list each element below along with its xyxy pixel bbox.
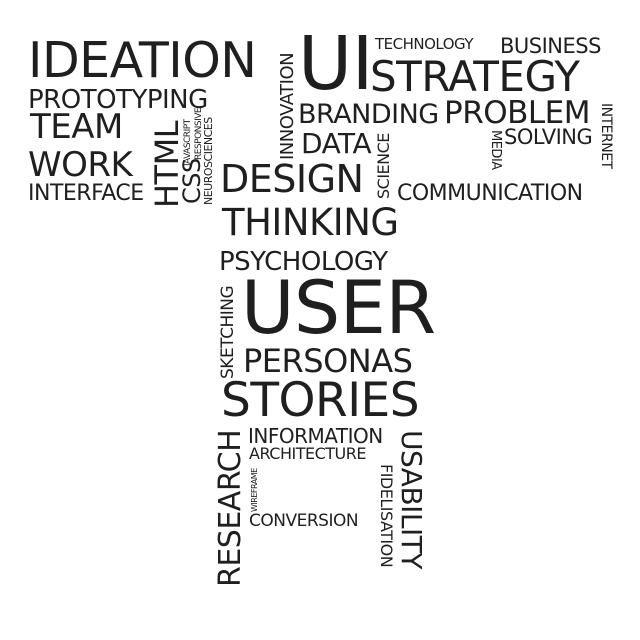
word-design: DESIGN [220,157,364,201]
word-internet: INTERNET [598,103,614,169]
word-usability: USABILITY [395,430,428,569]
word-research: RESEARCH [213,429,248,587]
word-css: CSS [178,158,206,204]
word-fidelisation: FIDELISATION [377,464,396,568]
word-architecture: ARCHITECTURE [249,444,366,463]
word-ui: UI [298,21,374,107]
word-science: SCIENCE [374,133,393,199]
word-branding: BRANDING [298,99,439,130]
word-data: DATA [301,127,372,160]
word-ideation: IDEATION [28,32,257,89]
word-prototyping: PROTOTYPING [28,85,208,115]
word-stories: STORIES [221,373,420,428]
word-conversion: CONVERSION [249,511,359,531]
word-technology: TECHNOLOGY [375,35,474,53]
word-innovation: INNOVATION [277,52,298,160]
word-interface: INTERFACE [28,181,144,206]
word-wireframe: WIREFRAME [250,468,259,512]
word-sketching: SKETCHING [218,285,238,379]
word-neurosciences: NEUROSCIENCES [202,117,215,205]
word-thinking: THINKING [222,201,399,244]
word-strategy: STRATEGY [370,52,580,101]
word-team: TEAM [30,107,123,147]
word-user: USER [241,266,436,351]
word-communication: COMMUNICATION [397,181,583,206]
word-problem: PROBLEM [444,95,591,131]
word-business: BUSINESS [500,34,601,58]
word-information: INFORMATION [248,424,383,448]
word-personas: PERSONAS [243,342,413,380]
word-psychology: PSYCHOLOGY [219,247,388,277]
word-work: WORK [28,145,133,185]
word-media: MEDIA [488,130,503,170]
word-solving: SOLVING [504,125,593,149]
